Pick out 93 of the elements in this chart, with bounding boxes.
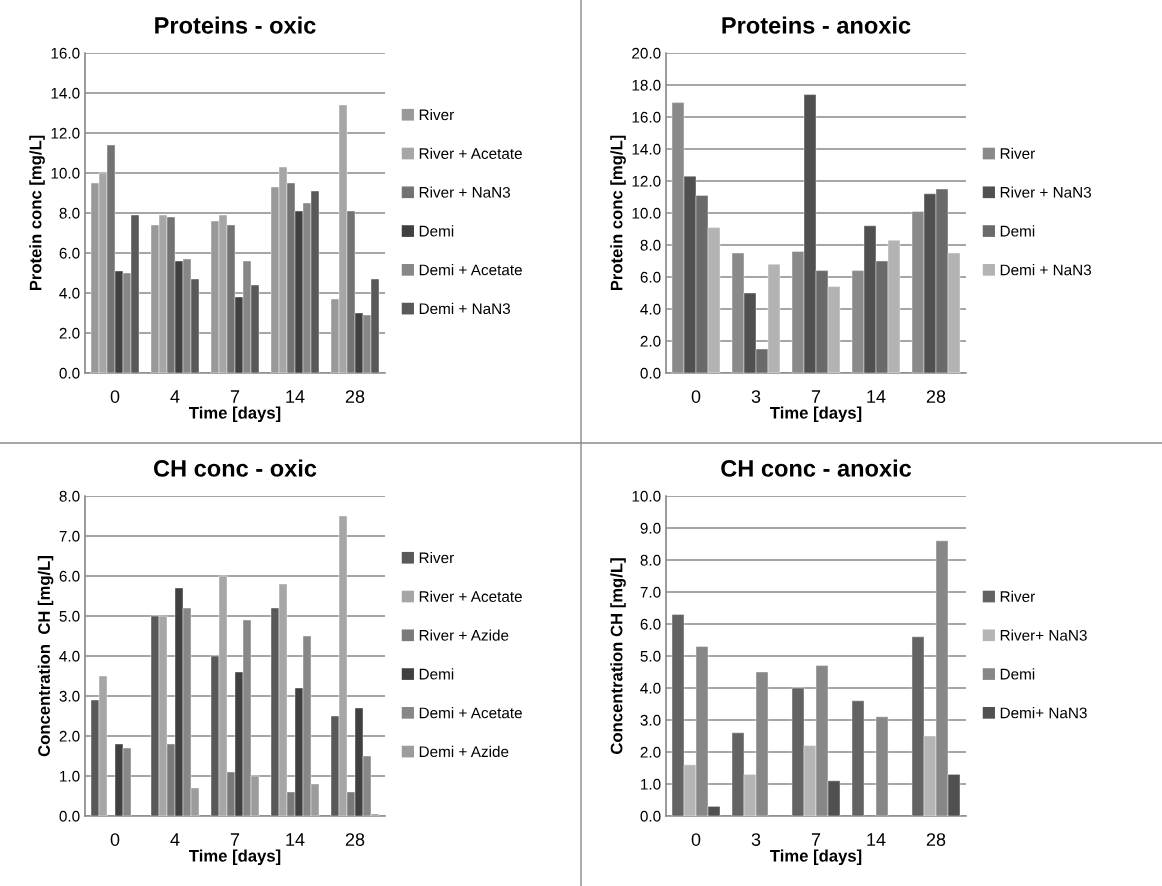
legend-label: Demi + Acetate [419,264,522,276]
y-tick-label: 4.0 [59,287,80,299]
x-tick-label: 14 [867,390,886,403]
y-tick-label: 9.0 [640,522,661,534]
y-tick-label: 14.0 [51,87,80,99]
y-tick-label: 0.0 [640,367,661,379]
y-tick-label: 20.0 [632,47,661,59]
x-tick-label: 7 [230,390,240,403]
y-tick-label: 4.0 [59,650,80,662]
legend-label: River + NaN3 [1000,186,1092,198]
y-tick-label: 10.0 [51,167,80,179]
y-tick-label: 8.0 [59,490,80,502]
legend-label: Demi [1000,225,1035,237]
x-tick-label: 28 [345,833,365,846]
legend-label: River [419,552,454,564]
legend-label: River + Acetate [419,590,522,602]
x-tick-label: 4 [170,833,180,846]
chart-title: CH conc - anoxic [721,459,912,477]
y-tick-label: 16.0 [51,47,80,59]
x-tick-label: 4 [170,390,180,403]
x-tick-label: 0 [691,833,701,846]
x-tick-label: 0 [110,390,120,403]
y-tick-label: 3.0 [640,714,661,726]
x-tick-label: 28 [926,390,946,403]
legend-label: Demi+ NaN3 [1000,707,1087,719]
legend-label: River + Azide [419,629,509,641]
y-tick-label: 2.0 [59,327,80,339]
y-tick-label: 2.0 [59,730,80,742]
y-tick-label: 10.0 [632,207,661,219]
legend-label: River [1000,590,1035,602]
legend-label: River [1000,147,1035,159]
y-tick-label: 2.0 [640,746,661,758]
legend-label: River+ NaN3 [1000,629,1087,641]
legend-label: Demi + NaN3 [419,302,511,315]
x-tick-label: 14 [286,390,305,403]
y-tick-label: 2.0 [640,335,661,347]
y-tick-label: 8.0 [640,554,661,566]
y-tick-label: 6.0 [640,271,661,283]
x-axis-title: Time [days] [770,406,862,423]
y-tick-label: 1.0 [641,778,661,790]
legend-label: Demi + Acetate [419,707,522,719]
x-tick-label: 28 [345,390,365,403]
x-tick-label: 7 [811,833,821,846]
x-tick-label: 3 [751,390,761,403]
x-axis-title: Time [days] [189,406,281,423]
x-tick-label: 14 [867,833,886,846]
y-tick-label: 8.0 [640,239,661,251]
y-tick-label: 4.0 [640,303,661,315]
bar [851,700,865,816]
y-tick-label: 8.0 [59,207,80,219]
chart-title: Proteins - anoxic [722,16,911,34]
legend-label: Demi [1000,668,1035,680]
x-tick-label: 0 [691,390,701,403]
y-tick-label: 0.0 [59,810,80,822]
y-axis-title: Protein conc [mg/L] [610,135,626,291]
chart-title: Proteins - oxic [155,16,316,34]
y-tick-label: 12.0 [632,175,661,187]
legend-label: River + Acetate [419,147,522,159]
x-tick-label: 7 [230,833,240,846]
y-tick-label: 10.0 [632,490,661,502]
legend-label: Demi [419,668,454,680]
y-tick-label: 16.0 [632,111,661,123]
x-tick-label: 7 [811,390,821,403]
y-tick-label: 0.0 [640,810,661,822]
x-tick-label: 0 [110,833,120,846]
y-axis-title: Concentration CH [mg/L] [37,556,54,757]
y-tick-label: 7.0 [59,530,80,542]
chart-title: CH conc - oxic [153,459,317,477]
y-axis-title: Concentration CH [mg/L] [610,558,626,754]
legend-label: Demi + Azide [419,745,509,758]
legend-label: Demi + NaN3 [1000,264,1092,276]
legend-label: River + NaN3 [419,186,511,198]
x-tick-label: 14 [286,833,305,846]
y-tick-label: 7.0 [640,586,661,598]
legend-label: Demi [419,225,454,237]
y-tick-label: 6.0 [59,570,80,582]
x-axis-title: Time [days] [770,849,862,866]
x-axis-title: Time [days] [189,849,281,866]
y-tick-label: 6.0 [59,247,80,259]
y-tick-label: 12.0 [51,127,80,139]
y-tick-label: 0.0 [59,367,80,379]
y-axis-title: Protein conc [mg/L] [29,135,45,291]
y-tick-label: 18.0 [632,79,661,91]
y-tick-label: 5.0 [59,610,80,622]
y-tick-label: 14.0 [632,143,661,155]
y-tick-label: 4.0 [640,682,661,694]
x-tick-label: 3 [751,833,761,846]
x-tick-label: 28 [926,833,946,846]
y-tick-label: 1.0 [60,770,80,782]
y-tick-label: 5.0 [640,650,661,662]
legend-label: River [419,109,454,121]
y-tick-label: 6.0 [640,618,661,630]
y-tick-label: 3.0 [59,690,80,702]
